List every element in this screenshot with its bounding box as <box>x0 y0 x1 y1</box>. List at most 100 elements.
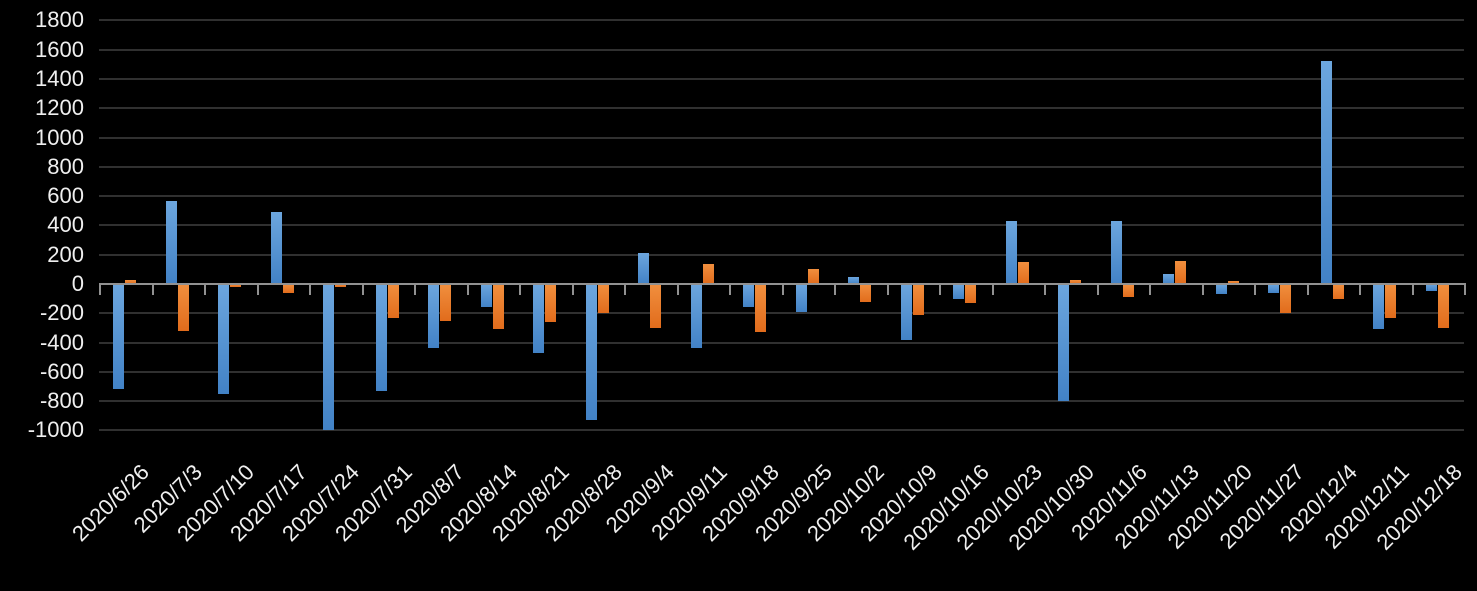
bar-orange <box>282 284 294 293</box>
bar-blue <box>795 284 807 312</box>
axis-tick <box>991 284 994 295</box>
axis-tick <box>571 284 574 295</box>
bar-orange <box>230 284 242 287</box>
bar-blue <box>1320 61 1332 284</box>
bar-orange <box>545 284 557 323</box>
bar-blue <box>218 284 230 394</box>
bar-blue <box>848 276 860 284</box>
axis-tick <box>886 284 889 295</box>
gridline <box>99 371 1464 373</box>
y-axis-tick-label: 600 <box>47 183 84 208</box>
gridline <box>99 107 1464 109</box>
y-axis-tick-label: -200 <box>39 300 84 325</box>
axis-tick <box>1359 284 1361 295</box>
axis-tick <box>1254 284 1256 295</box>
bar-orange <box>860 284 872 302</box>
bar-orange <box>1437 284 1449 328</box>
bar-orange <box>387 284 399 318</box>
bar-blue <box>428 284 440 349</box>
y-axis-tick-label: 1000 <box>35 125 84 150</box>
gridline <box>99 224 1464 226</box>
bar-blue <box>323 284 335 431</box>
bar-orange <box>335 284 347 287</box>
bar-blue <box>953 284 965 299</box>
gridline <box>99 429 1464 431</box>
bar-orange <box>1332 284 1344 299</box>
bar-blue <box>1268 284 1280 293</box>
axis-tick <box>309 284 311 295</box>
bar-blue <box>585 284 597 421</box>
bar-orange <box>755 284 767 333</box>
axis-tick <box>1096 284 1099 295</box>
axis-tick <box>151 284 154 295</box>
gridline <box>99 137 1464 139</box>
y-axis-tick-label: 200 <box>47 242 84 267</box>
gridline <box>99 195 1464 197</box>
bar-blue <box>1110 221 1122 284</box>
axis-tick <box>204 284 206 295</box>
bar-blue <box>533 284 545 353</box>
y-axis-tick-label: 400 <box>47 212 84 237</box>
axis-tick <box>729 284 731 295</box>
bar-blue <box>165 200 177 284</box>
axis-tick <box>361 284 364 295</box>
bar-orange <box>807 269 819 284</box>
bar-blue <box>1425 284 1437 292</box>
y-axis-tick-label: -400 <box>39 330 84 355</box>
bar-orange <box>1385 284 1397 318</box>
y-axis-tick-label: 1600 <box>35 37 84 62</box>
axis-tick <box>834 284 836 295</box>
gridline <box>99 312 1464 314</box>
gridline <box>99 49 1464 51</box>
y-axis-tick-label: 1800 <box>35 7 84 32</box>
axis-tick <box>1201 284 1204 295</box>
bar-blue <box>1005 221 1017 284</box>
gridline <box>99 400 1464 402</box>
axis-tick <box>1149 284 1151 295</box>
axis-tick <box>939 284 941 295</box>
bar-blue <box>270 212 282 285</box>
bar-blue <box>900 284 912 340</box>
axis-tick <box>256 284 259 295</box>
y-axis-tick-label: 1200 <box>35 95 84 120</box>
bar-blue <box>743 284 755 308</box>
bar-orange <box>1227 281 1239 284</box>
gridline <box>99 166 1464 168</box>
bar-orange <box>1280 284 1292 314</box>
bar-orange <box>177 284 189 331</box>
bar-orange <box>492 284 504 330</box>
axis-tick <box>624 284 626 295</box>
axis-tick <box>99 284 101 295</box>
bar-blue <box>1058 284 1070 402</box>
y-axis-tick-label: -800 <box>39 388 84 413</box>
bar-orange <box>1017 262 1029 284</box>
axis-tick <box>1306 284 1309 295</box>
bar-orange <box>702 263 714 284</box>
bar-blue <box>1163 273 1175 285</box>
gridline <box>99 254 1464 256</box>
axis-tick <box>1044 284 1046 295</box>
bar-blue <box>480 284 492 308</box>
axis-tick <box>414 284 416 295</box>
y-axis-tick-label: 800 <box>47 154 84 179</box>
y-axis-tick-label: -600 <box>39 359 84 384</box>
bar-blue <box>638 253 650 285</box>
y-axis-tick-label: -1000 <box>27 417 84 442</box>
gridline <box>99 342 1464 344</box>
y-axis-tick-label: 1400 <box>35 66 84 91</box>
bar-orange <box>597 284 609 314</box>
axis-tick <box>466 284 469 295</box>
bar-blue <box>1373 284 1385 330</box>
bar-blue <box>375 284 387 391</box>
axis-tick <box>781 284 784 295</box>
bar-orange <box>650 284 662 328</box>
gridline <box>99 19 1464 21</box>
bar-orange <box>125 279 137 284</box>
gridline <box>99 78 1464 80</box>
axis-tick <box>1464 284 1466 295</box>
bar-orange <box>1175 260 1187 284</box>
y-axis-tick-label: 0 <box>71 271 84 296</box>
bar-blue <box>690 284 702 349</box>
axis-tick <box>676 284 679 295</box>
